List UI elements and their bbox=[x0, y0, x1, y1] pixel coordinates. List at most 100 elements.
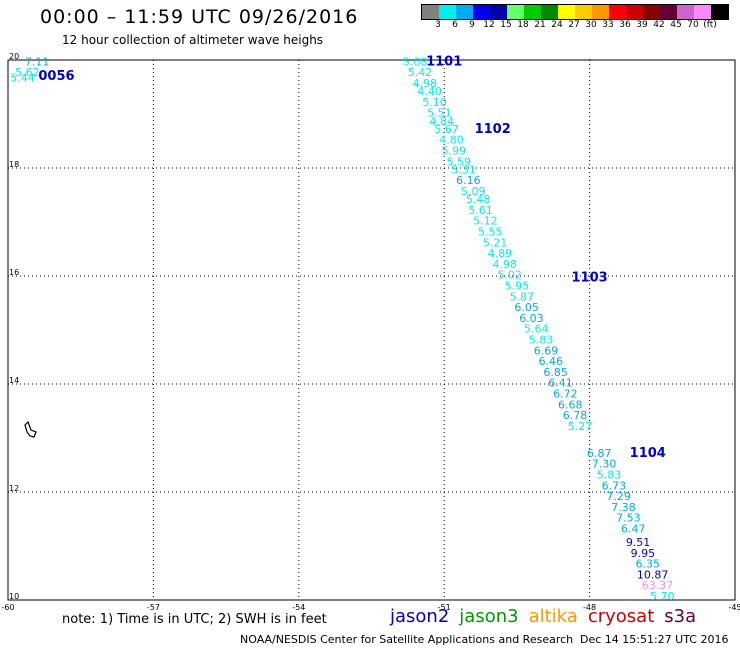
legend-label: 18 bbox=[517, 20, 529, 30]
legend-swatch bbox=[694, 5, 711, 19]
wave-height-label: 6.35 bbox=[636, 558, 661, 571]
legend-label: 9 bbox=[469, 20, 475, 30]
wave-height-label: 6.69 bbox=[534, 344, 559, 357]
wave-height-label: 5.51 bbox=[427, 107, 452, 120]
wave-height-label: 6.68 bbox=[558, 398, 583, 411]
wave-height-label: 5.55 bbox=[478, 226, 503, 239]
y-tick-label: 14 bbox=[9, 376, 19, 385]
legend-label: 24 bbox=[551, 20, 563, 30]
footer-credit: NOAA/NESDIS Center for Satellite Applica… bbox=[240, 633, 574, 646]
wave-height-label: 5.48 bbox=[466, 193, 491, 206]
wave-height-label: 5.64 bbox=[524, 323, 549, 336]
legend-swatch bbox=[507, 5, 524, 19]
island-outline bbox=[24, 420, 37, 438]
wave-height-label: 63.37 bbox=[642, 579, 674, 592]
legend-swatch bbox=[592, 5, 609, 19]
legend-label: 15 bbox=[500, 20, 512, 30]
wave-height-label: 5.83 bbox=[529, 334, 554, 347]
legend-swatch bbox=[541, 5, 558, 19]
satellite-legend-item: s3a bbox=[664, 606, 697, 627]
wave-height-label: 9.51 bbox=[626, 536, 651, 549]
footer-timestamp: Dec 14 15:51:27 UTC 2016 bbox=[580, 633, 729, 646]
y-tick-label: 16 bbox=[9, 268, 19, 277]
wave-height-label: 7.53 bbox=[616, 512, 641, 525]
pass-id-label: 1103 bbox=[572, 270, 608, 285]
x-tick-label: -45 bbox=[728, 603, 740, 612]
wave-height-label: 4.80 bbox=[439, 134, 464, 147]
x-tick-label: -57 bbox=[147, 603, 160, 612]
wave-height-label: 9.95 bbox=[631, 547, 656, 560]
wave-height-label: 5.61 bbox=[468, 204, 493, 217]
satellite-legend-item: jason2 bbox=[390, 606, 450, 627]
y-tick-label: 20 bbox=[9, 52, 19, 61]
legend-swatch bbox=[473, 5, 490, 19]
legend-swatch bbox=[524, 5, 541, 19]
pass-id-label: 1104 bbox=[630, 446, 666, 461]
wave-height-label: 5.67 bbox=[434, 123, 459, 136]
legend-label: 3 bbox=[435, 20, 441, 30]
legend-label: (ft) bbox=[703, 20, 717, 30]
wave-height-label: 5.70 bbox=[650, 590, 675, 603]
satellite-legend: jason2 jason3 altika cryosat s3a bbox=[390, 606, 706, 627]
wave-height-label: 5.10 bbox=[422, 96, 447, 109]
legend-label: 39 bbox=[636, 20, 648, 30]
legend-swatch bbox=[643, 5, 660, 19]
legend-swatch bbox=[626, 5, 643, 19]
legend-label: 45 bbox=[670, 20, 682, 30]
wave-height-label: 5.31 bbox=[451, 163, 476, 176]
map-tick-labels: -60 -57 -54 -51 -48 -45 20 18 16 14 12 10 bbox=[1, 52, 740, 612]
color-legend bbox=[421, 4, 729, 20]
page-title: 00:00 – 11:59 UTC 09/26/2016 bbox=[40, 6, 359, 28]
legend-swatch bbox=[677, 5, 694, 19]
pass-labels: 0056 1101 1102 1103 1104 bbox=[38, 54, 666, 461]
legend-swatch bbox=[711, 5, 728, 19]
wave-height-label: 7.11 bbox=[25, 55, 50, 68]
wave-height-label: 5.99 bbox=[442, 145, 467, 158]
page-subtitle: 12 hour collection of altimeter wave hei… bbox=[62, 33, 324, 47]
wave-height-label: 5.12 bbox=[473, 215, 498, 228]
legend-label: 12 bbox=[483, 20, 495, 30]
wave-height-label: 5.62 bbox=[15, 66, 40, 79]
wave-height-label: 6.87 bbox=[587, 447, 612, 460]
wave-height-label: 4.98 bbox=[493, 258, 518, 271]
wave-height-label: 6.03 bbox=[519, 312, 544, 325]
wave-height-label: 6.85 bbox=[543, 366, 568, 379]
legend-label: 70 bbox=[687, 20, 699, 30]
legend-swatch bbox=[439, 5, 456, 19]
wave-height-label: 5.83 bbox=[597, 469, 622, 482]
map-grid bbox=[7, 59, 736, 601]
wave-height-label: 5.42 bbox=[408, 66, 433, 79]
y-tick-label: 12 bbox=[9, 484, 19, 493]
legend-label: 36 bbox=[619, 20, 631, 30]
wave-height-label: 6.16 bbox=[456, 174, 481, 187]
wave-height-label: 5.09 bbox=[461, 185, 486, 198]
y-tick-label: 18 bbox=[9, 160, 19, 169]
legend-label: 21 bbox=[534, 20, 546, 30]
wave-height-label: 5.95 bbox=[505, 280, 530, 293]
wave-height-points: 7.115.625.445.085.424.984.405.105.514.84… bbox=[10, 55, 674, 603]
wave-height-label: 7.38 bbox=[611, 501, 636, 514]
x-tick-label: -60 bbox=[1, 603, 14, 612]
wave-height-label: 6.46 bbox=[539, 355, 564, 368]
satellite-legend-item: altika bbox=[528, 606, 578, 627]
y-tick-label: 10 bbox=[9, 592, 19, 601]
pass-id-label: 1102 bbox=[475, 122, 511, 137]
wave-height-label: 6.78 bbox=[563, 409, 588, 422]
wave-height-label: 6.72 bbox=[553, 388, 578, 401]
legend-swatch bbox=[456, 5, 473, 19]
x-tick-label: -48 bbox=[583, 603, 596, 612]
wave-height-label: 5.59 bbox=[446, 155, 471, 168]
wave-height-label: 6.47 bbox=[621, 523, 646, 536]
wave-height-label: 6.05 bbox=[514, 301, 539, 314]
wave-height-label: 6.73 bbox=[602, 479, 627, 492]
wave-height-label: 5.27 bbox=[568, 420, 593, 433]
wave-height-label: 5.44 bbox=[10, 72, 35, 85]
footer-note: note: 1) Time is in UTC; 2) SWH is in fe… bbox=[62, 612, 327, 627]
legend-swatch bbox=[490, 5, 507, 19]
wave-height-label: 6.41 bbox=[548, 377, 573, 390]
map-frame bbox=[7, 59, 736, 601]
wave-height-label: 4.84 bbox=[430, 115, 455, 128]
wave-height-label: 5.02 bbox=[497, 269, 522, 282]
legend-label: 42 bbox=[653, 20, 665, 30]
